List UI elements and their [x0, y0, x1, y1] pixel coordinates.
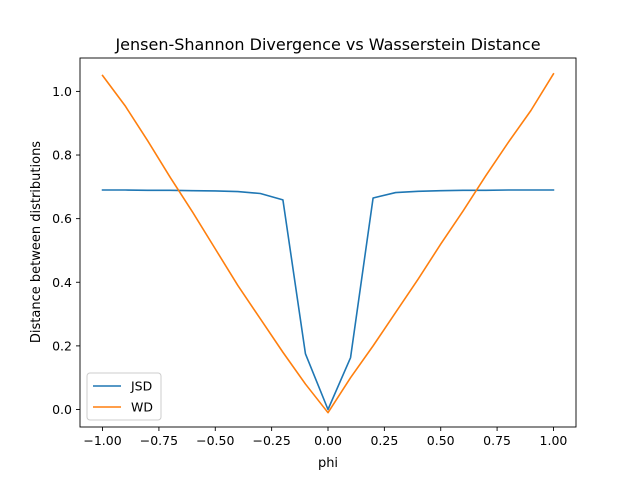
- x-tick-label: 1.00: [540, 433, 568, 448]
- x-tick-label: 0.50: [427, 433, 455, 448]
- x-tick-label: −1.00: [83, 433, 121, 448]
- legend-box: [86, 372, 162, 421]
- y-tick-label: 1.0: [52, 84, 72, 99]
- plot-area: −1.00 −0.75 −0.50 −0.25 0.00 0.25 0.50 0.75 1.00…: [52, 57, 577, 448]
- y-tick-label: 0.2: [52, 338, 72, 353]
- y-axis-label: Distance between distributions: [29, 141, 44, 343]
- x-tick-label: −0.75: [140, 433, 178, 448]
- x-tick-label: 0.25: [370, 433, 398, 448]
- legend-label-wd: WD: [131, 400, 153, 415]
- legend-label-jsd: JSD: [130, 379, 152, 394]
- x-tick-label: −0.50: [196, 433, 234, 448]
- series-line-wd: [101, 72, 555, 414]
- x-tick-label: −0.25: [252, 433, 290, 448]
- chart-title: Jensen-Shannon Divergence vs Wasserstein…: [114, 35, 540, 54]
- y-tick-label: 0.6: [52, 211, 72, 226]
- y-tick-label: 0.8: [52, 148, 72, 163]
- y-tick-label: 0.4: [52, 275, 72, 290]
- y-tick-label: 0.0: [52, 402, 72, 417]
- x-axis-label: phi: [318, 456, 338, 471]
- series-line-jsd: [101, 189, 555, 411]
- x-tick-label: 0.75: [483, 433, 511, 448]
- x-tick-label: 0.00: [314, 433, 342, 448]
